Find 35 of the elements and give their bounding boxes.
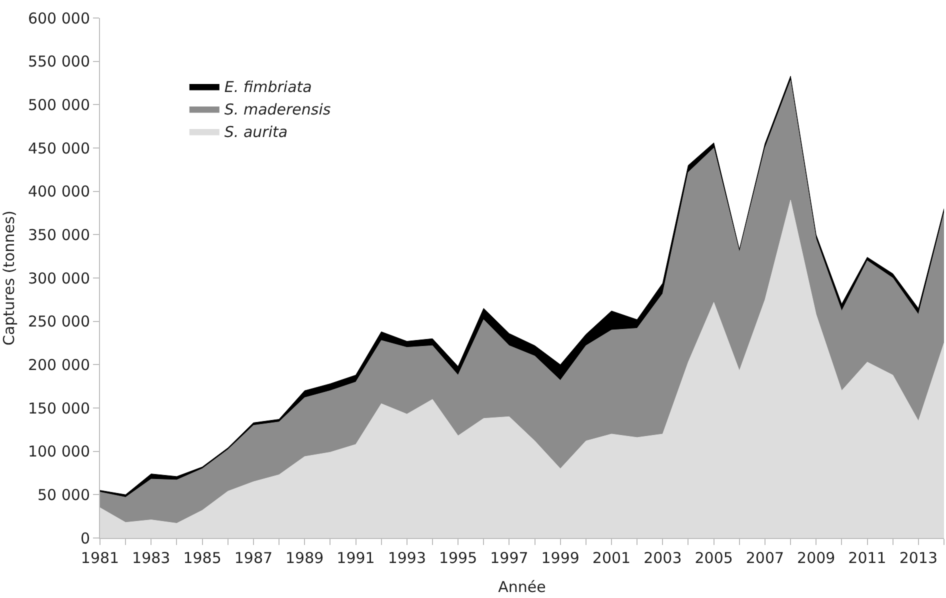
y-tick-label: 350 000 — [28, 226, 90, 244]
x-tick-label: 1995 — [438, 549, 478, 567]
x-tick-label: 1985 — [183, 549, 222, 567]
x-tick-label: 2005 — [694, 549, 733, 567]
x-tick-label: 1997 — [490, 549, 528, 567]
y-tick-label: 100 000 — [28, 442, 90, 461]
x-tick-label: 2001 — [592, 549, 631, 567]
x-tick-label: 2013 — [899, 549, 938, 567]
x-tick-label: 2009 — [797, 549, 836, 567]
y-tick-label: 400 000 — [28, 182, 90, 201]
y-tick-label: 150 000 — [28, 399, 90, 418]
x-tick-label: 1987 — [234, 549, 273, 567]
y-tick-label: 300 000 — [28, 269, 90, 288]
legend-label: S. aurita — [224, 123, 288, 142]
x-tick-label: 1993 — [388, 549, 426, 567]
y-tick-label: 550 000 — [28, 52, 90, 71]
y-tick-label: 600 000 — [28, 9, 90, 28]
x-tick-label: 1999 — [541, 549, 580, 567]
legend-label: S. maderensis — [224, 100, 331, 119]
y-tick-label: 50 000 — [38, 486, 90, 504]
x-tick-label: 1981 — [80, 549, 120, 567]
y-tick-label: 200 000 — [28, 356, 90, 374]
legend-label: E. fimbriata — [224, 78, 312, 96]
x-tick-label: 1991 — [336, 549, 375, 567]
y-tick-label: 500 000 — [28, 96, 90, 114]
x-tick-label: 1983 — [132, 549, 170, 567]
x-tick-label: 2007 — [746, 549, 784, 567]
x-tick-label: 2011 — [848, 549, 886, 567]
x-axis-title: Année — [498, 578, 546, 596]
x-tick-label: 2003 — [644, 549, 682, 567]
y-tick-label: 450 000 — [28, 139, 90, 158]
y-axis-title: Captures (tonnes) — [0, 210, 18, 346]
y-tick-label: 250 000 — [28, 312, 90, 331]
x-tick-label: 1989 — [286, 549, 324, 567]
y-tick-label: 0 — [80, 529, 90, 548]
